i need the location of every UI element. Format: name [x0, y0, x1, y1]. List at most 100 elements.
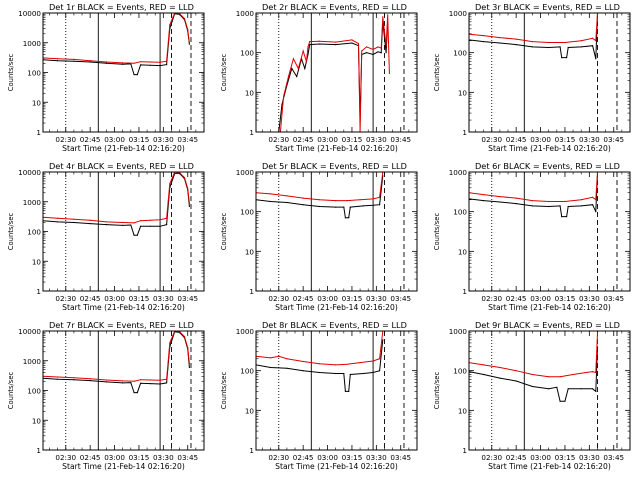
panel-title: Det 7r BLACK = Events, RED = LLD: [49, 320, 194, 330]
data-point-lld: [380, 47, 382, 49]
data-point-lld: [366, 46, 368, 48]
plot-frame: [468, 171, 631, 292]
y-tick-label: 10: [32, 416, 42, 425]
panel-title: Det 8r BLACK = Events, RED = LLD: [262, 320, 407, 330]
data-point-lld: [359, 199, 361, 201]
x-tick-label: 03:15: [342, 135, 363, 144]
y-tick-label: 1000: [23, 357, 42, 366]
x-tick-label: 02:45: [506, 135, 527, 144]
data-point-lld: [499, 366, 501, 369]
x-tick-label: 03:15: [129, 135, 150, 144]
data-point-events: [166, 224, 168, 226]
x-tick-label: 03:30: [366, 294, 387, 303]
x-tick-label: 03:30: [366, 135, 387, 144]
data-point-lld: [73, 58, 75, 61]
data-point-lld: [548, 376, 550, 378]
y-tick-label: 10: [32, 98, 42, 107]
data-point-events: [372, 204, 374, 206]
series-line-events: [469, 14, 598, 59]
y-tick-label: 1: [36, 128, 41, 137]
data-point-lld: [483, 194, 485, 196]
y-tick-label: 1000: [236, 327, 255, 336]
data-point-lld: [188, 202, 190, 204]
data-point-lld: [335, 200, 337, 202]
x-tick-label: 03:45: [603, 135, 624, 144]
data-point-events: [567, 388, 569, 390]
y-tick-label: 100: [240, 208, 254, 217]
data-point-lld: [122, 62, 124, 64]
y-tick-label: 100: [27, 69, 41, 78]
data-point-lld: [183, 336, 186, 338]
data-point-events: [379, 204, 381, 206]
y-tick-label: 10: [458, 247, 468, 256]
data-point-events: [595, 390, 597, 392]
data-point-lld: [302, 360, 304, 363]
data-point-lld: [133, 222, 135, 224]
data-point-events: [595, 211, 597, 213]
x-axis-label: Start Time (21-Feb-14 02:16:20): [62, 144, 185, 153]
x-tick-label: 03:00: [317, 294, 338, 303]
x-tick-label: 03:15: [129, 453, 150, 462]
x-axis-label: Start Time (21-Feb-14 02:16:20): [488, 462, 611, 471]
data-point-events: [130, 382, 132, 384]
data-point-events: [559, 205, 561, 207]
data-point-events: [309, 44, 311, 46]
data-point-lld: [388, 72, 390, 74]
data-point-lld: [159, 379, 161, 381]
y-tick-label: 10: [458, 88, 468, 97]
data-point-events: [499, 42, 501, 44]
panel-title: Det 5r BLACK = Events, RED = LLD: [262, 161, 407, 171]
chart-panel-7: Det 7r BLACK = Events, RED = LLD 1 10 100 10…: [7, 320, 205, 471]
data-point-lld: [133, 380, 135, 382]
plot-frame: [255, 12, 418, 133]
data-point-lld: [105, 61, 107, 63]
plot-frame: [255, 171, 418, 292]
data-point-events: [149, 383, 151, 385]
y-tick-label: 1000: [23, 39, 42, 48]
y-tick-label: 10000: [18, 168, 41, 177]
data-point-events: [559, 400, 561, 402]
data-point-events: [166, 382, 168, 384]
series-line-events: [256, 175, 384, 219]
data-point-events: [89, 61, 91, 63]
y-axis-label: Counts/sec: [7, 54, 15, 92]
data-point-events: [515, 203, 517, 205]
data-point-events: [379, 370, 381, 372]
x-axis-label: Start Time (21-Feb-14 02:16:20): [62, 303, 185, 312]
data-point-events: [159, 65, 161, 67]
data-point-events: [122, 63, 124, 65]
x-tick-label: 02:30: [481, 294, 502, 303]
data-point-lld: [307, 46, 309, 48]
data-point-lld: [183, 18, 186, 20]
data-point-events: [385, 52, 387, 54]
plot-frame: [42, 330, 205, 451]
data-point-events: [133, 234, 135, 236]
y-tick-label: 10: [245, 406, 255, 415]
data-point-lld: [318, 40, 320, 42]
x-tick-label: 02:45: [506, 294, 527, 303]
y-tick-label: 1000: [449, 9, 468, 18]
data-point-events: [122, 382, 124, 384]
y-tick-label: 10000: [18, 327, 41, 336]
panel-title: Det 9r BLACK = Events, RED = LLD: [475, 320, 620, 330]
data-point-lld: [122, 380, 124, 382]
data-point-events: [580, 205, 582, 207]
x-tick-label: 03:15: [342, 294, 363, 303]
data-point-lld: [385, 45, 387, 47]
x-tick-label: 02:45: [80, 294, 101, 303]
data-point-lld: [169, 24, 171, 26]
data-point-events: [140, 64, 142, 66]
data-point-lld: [270, 193, 272, 195]
x-tick-label: 03:45: [603, 294, 624, 303]
x-axis-label: Start Time (21-Feb-14 02:16:20): [62, 462, 185, 471]
data-point-events: [567, 46, 569, 49]
data-point-events: [531, 46, 534, 48]
data-point-lld: [149, 379, 151, 381]
x-tick-label: 02:45: [293, 294, 314, 303]
data-layer: [256, 172, 384, 219]
x-tick-label: 03:00: [104, 453, 125, 462]
data-point-lld: [580, 40, 582, 42]
data-point-events: [483, 373, 485, 376]
plot-frame: [468, 330, 631, 451]
y-tick-label: 10000: [18, 9, 41, 18]
